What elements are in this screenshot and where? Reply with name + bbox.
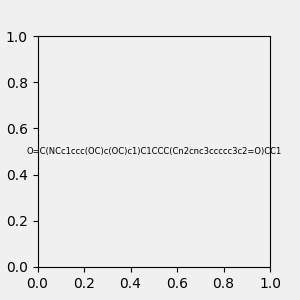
Text: O=C(NCc1ccc(OC)c(OC)c1)C1CCC(Cn2cnc3ccccc3c2=O)CC1: O=C(NCc1ccc(OC)c(OC)c1)C1CCC(Cn2cnc3cccc… <box>26 147 281 156</box>
